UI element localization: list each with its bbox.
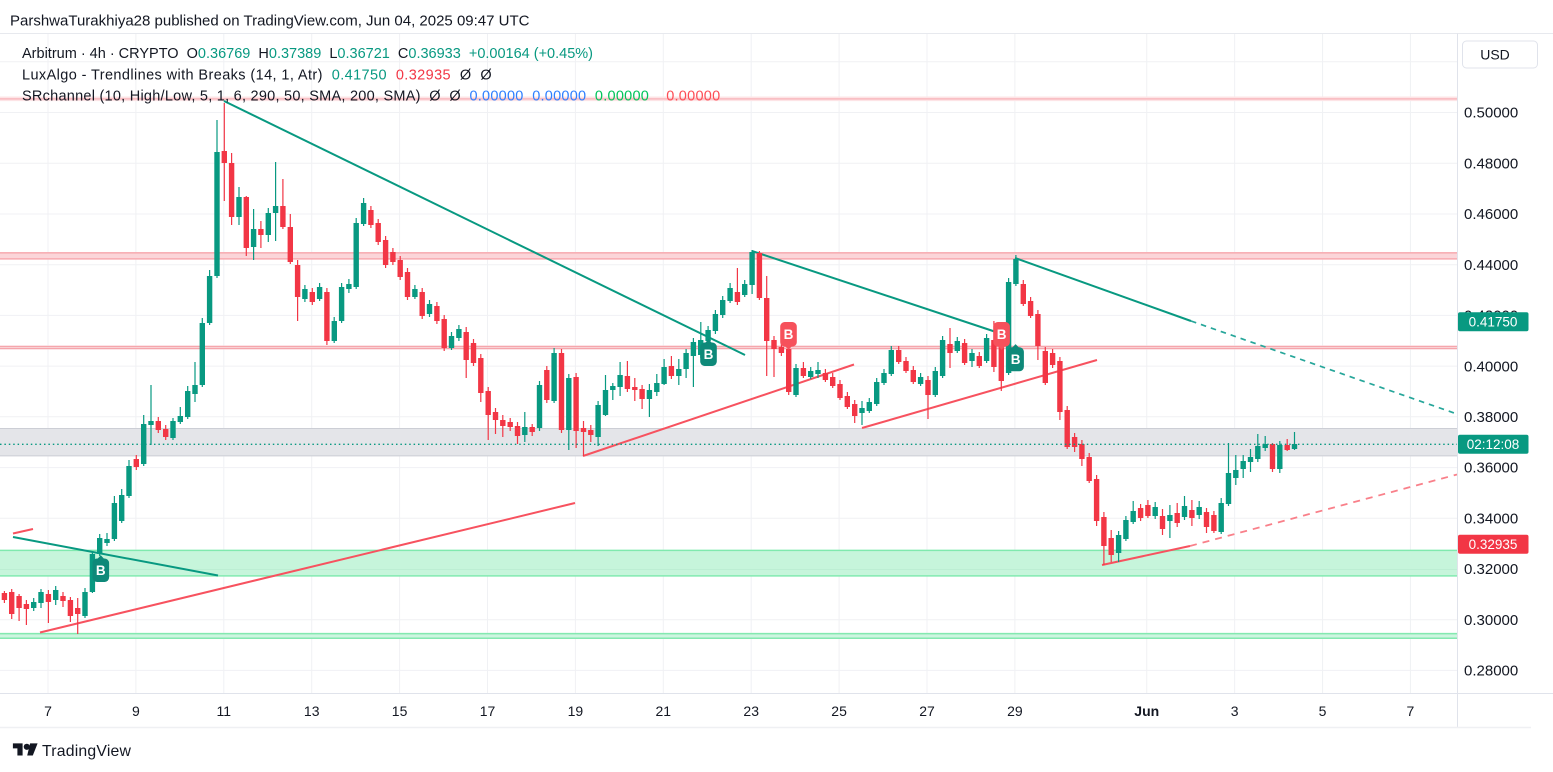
svg-text:15: 15 <box>392 703 408 719</box>
svg-text:0.32000: 0.32000 <box>1464 561 1518 578</box>
svg-text:0.36000: 0.36000 <box>1464 460 1518 477</box>
svg-text:13: 13 <box>304 703 320 719</box>
svg-text:0.32935: 0.32935 <box>1469 537 1518 552</box>
svg-text:0.28000: 0.28000 <box>1464 663 1518 680</box>
svg-text:Arbitrum · 4h · CRYPTO O0.367: Arbitrum · 4h · CRYPTO O0.36769 H0.37389… <box>22 46 593 62</box>
svg-text:19: 19 <box>568 703 584 719</box>
svg-text:Jun: Jun <box>1134 703 1159 719</box>
svg-text:0.30000: 0.30000 <box>1464 612 1518 629</box>
svg-text:0.48000: 0.48000 <box>1464 155 1518 172</box>
svg-text:5: 5 <box>1319 703 1327 719</box>
svg-text:B: B <box>997 327 1007 342</box>
svg-text:ParshwaTurakhiya28 published o: ParshwaTurakhiya28 published on TradingV… <box>10 13 530 30</box>
svg-text:0.34000: 0.34000 <box>1464 511 1518 528</box>
svg-text:0.38000: 0.38000 <box>1464 409 1518 426</box>
svg-text:23: 23 <box>743 703 759 719</box>
svg-text:B: B <box>704 347 714 362</box>
svg-text:0.50000: 0.50000 <box>1464 105 1518 122</box>
svg-text:9: 9 <box>132 703 140 719</box>
svg-text:USD: USD <box>1480 47 1510 63</box>
svg-text:27: 27 <box>919 703 935 719</box>
svg-text:B: B <box>96 563 106 578</box>
svg-text:B: B <box>1011 352 1021 367</box>
svg-text:02:12:08: 02:12:08 <box>1467 437 1520 452</box>
svg-text:25: 25 <box>831 703 847 719</box>
svg-text:TradingView: TradingView <box>42 743 132 760</box>
svg-text:LuxAlgo - Trendlines with Brea: LuxAlgo - Trendlines with Breaks (14, 1,… <box>22 68 492 84</box>
svg-text:3: 3 <box>1231 703 1239 719</box>
svg-text:17: 17 <box>480 703 496 719</box>
svg-text:0.41750: 0.41750 <box>1469 315 1518 330</box>
svg-text:0.40000: 0.40000 <box>1464 358 1518 375</box>
svg-text:11: 11 <box>217 703 232 719</box>
svg-text:0.46000: 0.46000 <box>1464 206 1518 223</box>
svg-text:29: 29 <box>1007 703 1023 719</box>
svg-text:7: 7 <box>1407 703 1415 719</box>
svg-text:7: 7 <box>44 703 52 719</box>
svg-text:21: 21 <box>656 703 672 719</box>
svg-text:SRchannel (10, High/Low, 5, 1,: SRchannel (10, High/Low, 5, 1, 6, 290, 5… <box>22 89 720 105</box>
svg-text:B: B <box>784 327 794 342</box>
svg-text:0.44000: 0.44000 <box>1464 257 1518 274</box>
